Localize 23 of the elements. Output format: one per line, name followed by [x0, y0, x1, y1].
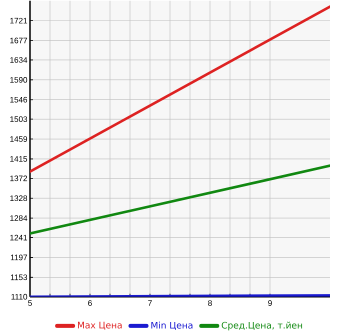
x-tick-label: 6	[88, 300, 92, 306]
y-tick-label: 1284	[10, 215, 28, 221]
y-tick-label: 1503	[10, 116, 28, 122]
y-tick-label: 1459	[10, 136, 28, 142]
y-tick-label: 1153	[10, 274, 28, 280]
x-tick-label: 9	[268, 300, 272, 306]
y-tick-label: 1372	[10, 176, 28, 182]
y-tick-label: 1721	[10, 18, 28, 24]
y-tick-label: 1110	[11, 294, 28, 300]
legend-label: Max Цена	[78, 322, 122, 330]
y-tick-label: 1546	[10, 96, 28, 103]
y-tick-label: 1328	[10, 195, 28, 202]
y-tick-label: 1241	[10, 234, 28, 240]
legend-label: Min Цена	[151, 322, 192, 330]
y-tick-label: 1634	[10, 57, 28, 63]
legend-label: Сред.Цена, т.йен	[222, 322, 302, 330]
y-tick-label: 1197	[10, 254, 28, 260]
x-tick-label: 8	[208, 300, 212, 306]
x-tick-label: 5	[28, 300, 32, 306]
y-tick-label: 1415	[10, 156, 28, 162]
x-tick-label: 7	[148, 300, 152, 306]
y-tick-label: 1590	[10, 77, 28, 83]
y-tick-label: 1677	[10, 38, 28, 44]
